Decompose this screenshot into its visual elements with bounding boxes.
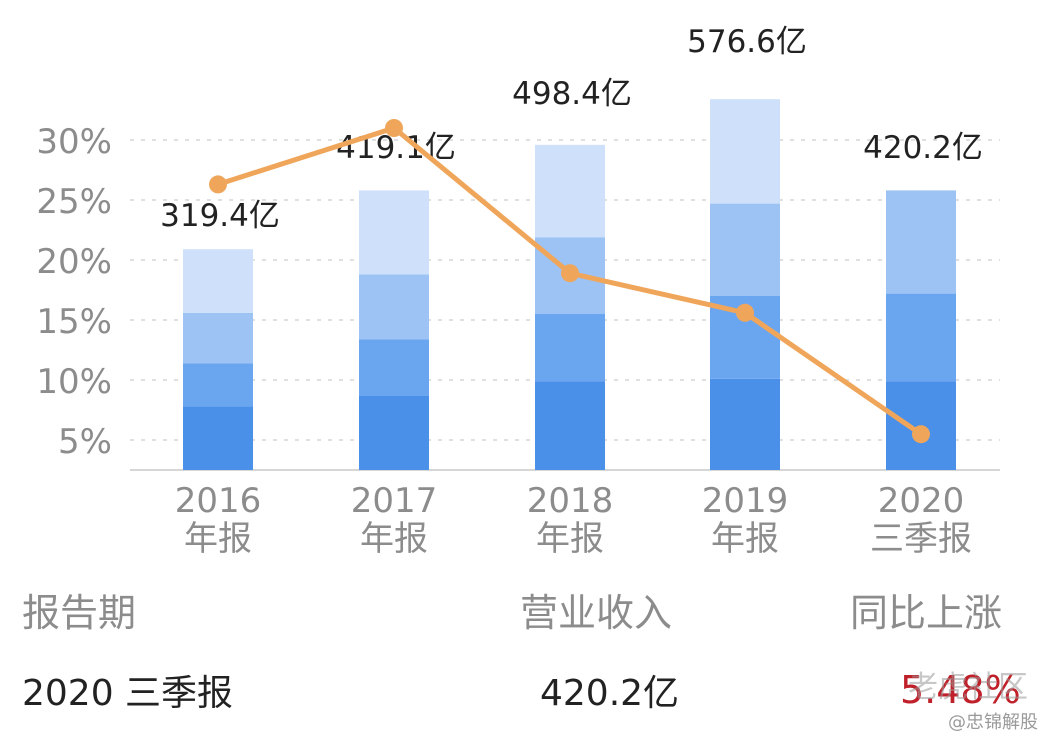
bar-segment <box>183 249 253 313</box>
bar-segment <box>535 144 605 238</box>
table-value-row: 2020 三季报 420.2亿 5.48% <box>0 664 1054 714</box>
y-tick-label: 30% <box>36 122 112 162</box>
bar-segment <box>359 339 429 396</box>
bar-segment <box>535 381 605 470</box>
revenue-chart: 5%10%15%20%25%30%319.4亿419.1亿498.4亿576.6… <box>36 24 1000 559</box>
value-revenue: 420.2亿 <box>540 673 680 714</box>
bar-segment <box>359 190 429 275</box>
y-tick-label: 20% <box>36 242 112 282</box>
x-tick-label: 2016 年报 <box>175 481 262 559</box>
y-tick-label: 10% <box>36 362 112 402</box>
bar-value-label: 319.4亿 <box>160 198 280 234</box>
bar-segment <box>359 395 429 470</box>
bar-segment <box>886 293 956 382</box>
watermark-community: 老虎社区 <box>908 670 1028 705</box>
watermark: 老虎社区 @忠锦解股 <box>838 662 1038 742</box>
value-period: 2020 三季报 <box>22 673 234 714</box>
bar-value-label: 576.6亿 <box>687 24 807 60</box>
growth-point <box>385 119 403 137</box>
x-tick-label: 2017 年报 <box>351 481 438 559</box>
growth-point <box>912 425 930 444</box>
x-tick-label: 2019 年报 <box>702 481 789 559</box>
bar-segment <box>710 378 780 470</box>
bar-segment <box>535 314 605 382</box>
watermark-author: @忠锦解股 <box>948 712 1038 733</box>
value-yoy: 5.48% <box>900 668 1021 712</box>
header-revenue: 营业收入 <box>520 591 673 635</box>
header-period: 报告期 <box>22 591 137 635</box>
bar-segment <box>710 203 780 296</box>
bar-segment <box>183 312 253 364</box>
table-header-row: 报告期 营业收入 同比上涨 <box>0 582 1054 635</box>
x-tick-label: 2018 年报 <box>527 481 614 559</box>
bar-segment <box>183 363 253 407</box>
bar-segment <box>886 190 956 294</box>
y-tick-label: 15% <box>36 302 112 342</box>
bar-segment <box>183 406 253 470</box>
y-tick-label: 25% <box>36 182 112 222</box>
header-yoy: 同比上涨 <box>850 591 1003 635</box>
bar-value-label: 498.4亿 <box>512 76 632 112</box>
growth-point <box>209 175 227 194</box>
growth-point <box>736 303 754 322</box>
bar-value-label: 420.2亿 <box>863 130 983 166</box>
bar-segment <box>710 99 780 204</box>
y-tick-label: 5% <box>58 422 112 462</box>
growth-point <box>561 264 579 283</box>
bar-segment <box>359 274 429 340</box>
x-tick-label: 2020 三季报 <box>870 481 972 559</box>
